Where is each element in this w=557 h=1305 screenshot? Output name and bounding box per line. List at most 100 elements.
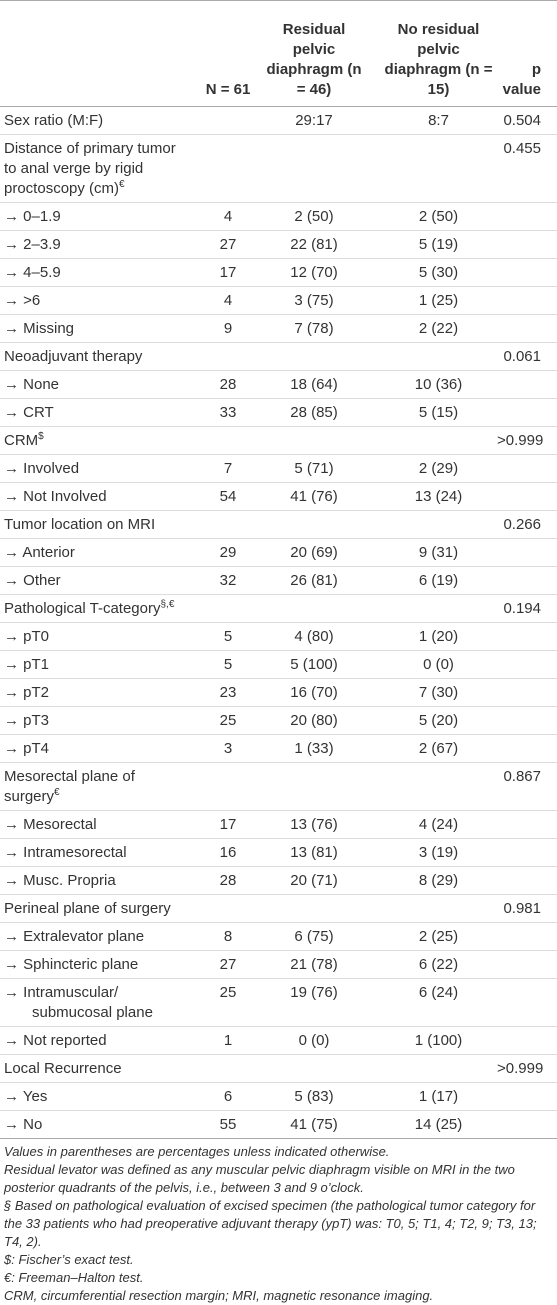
- cell-p: [497, 922, 557, 951]
- row-label: → >6: [0, 286, 190, 315]
- header-cell: p value: [497, 0, 557, 107]
- table-row: → pT4 3 1 (33) 2 (67): [0, 734, 557, 763]
- cell-no-residual: [362, 1054, 497, 1083]
- cell-residual: [266, 1054, 362, 1083]
- table-row: → Not reported 1 0 (0) 1 (100): [0, 1026, 557, 1055]
- table-row: → Not Involved 54 41 (76) 13 (24): [0, 482, 557, 511]
- cell-n: 28: [190, 866, 266, 895]
- cell-no-residual: [362, 426, 497, 455]
- cell-n: 25: [190, 706, 266, 735]
- row-label: → Not reported: [0, 1026, 190, 1055]
- label-text: → pT2: [4, 683, 50, 701]
- cell-residual: 29:17: [266, 106, 362, 135]
- cell-no-residual: 8:7: [362, 106, 497, 135]
- label-text: → Involved: [4, 459, 80, 477]
- cell-p: [497, 650, 557, 679]
- footnote: Values in parentheses are percentages un…: [4, 1144, 390, 1159]
- table-row: CRM$ >0.999: [0, 426, 557, 455]
- cell-residual: [266, 762, 362, 811]
- cell-residual: 13 (76): [266, 810, 362, 839]
- cell-n: [190, 426, 266, 455]
- cell-residual: 0 (0): [266, 1026, 362, 1055]
- row-label: → Anterior: [0, 538, 190, 567]
- cell-p: [497, 622, 557, 651]
- cell-no-residual: 9 (31): [362, 538, 497, 567]
- header-cell: N = 61: [190, 0, 266, 107]
- table-row: Neoadjuvant therapy 0.061: [0, 342, 557, 371]
- cell-no-residual: 8 (29): [362, 866, 497, 895]
- cell-n: 5: [190, 650, 266, 679]
- cell-residual: 5 (83): [266, 1082, 362, 1111]
- table-row: → 2–3.9 27 22 (81) 5 (19): [0, 230, 557, 259]
- cell-p: 0.061: [497, 342, 557, 371]
- table-row: → Other 32 26 (81) 6 (19): [0, 566, 557, 595]
- cell-n: 3: [190, 734, 266, 763]
- cell-no-residual: 2 (25): [362, 922, 497, 951]
- row-label: Tumor location on MRI: [0, 510, 190, 539]
- label-superscript: $: [38, 430, 44, 442]
- cell-p: [497, 838, 557, 867]
- cell-no-residual: 5 (19): [362, 230, 497, 259]
- cell-p: [497, 314, 557, 343]
- label-text: → 2–3.9: [4, 235, 61, 253]
- cell-n: 1: [190, 1026, 266, 1055]
- table-row: → 0–1.9 4 2 (50) 2 (50): [0, 202, 557, 231]
- row-label: Sex ratio (M:F): [0, 106, 190, 135]
- header-cell: Residual pelvic diaphragm (n = 46): [266, 0, 362, 107]
- label-text: → 4–5.9: [4, 263, 61, 281]
- cell-n: 33: [190, 398, 266, 427]
- cell-residual: 5 (71): [266, 454, 362, 483]
- cell-n: [190, 1054, 266, 1083]
- label-text: → Not Involved: [4, 487, 107, 505]
- cell-n: 7: [190, 454, 266, 483]
- cell-p: [497, 866, 557, 895]
- label-text: → Musc. Propria: [4, 871, 116, 889]
- table-row: → Missing 9 7 (78) 2 (22): [0, 314, 557, 343]
- table-row: → No 55 41 (75) 14 (25): [0, 1110, 557, 1139]
- cell-residual: 20 (80): [266, 706, 362, 735]
- table-row: Distance of primary tumor to anal verge …: [0, 134, 557, 203]
- cell-no-residual: 7 (30): [362, 678, 497, 707]
- row-label: Distance of primary tumor to anal verge …: [0, 134, 190, 203]
- table-row: Pathological T-category§,€ 0.194: [0, 594, 557, 623]
- table-row: → 4–5.9 17 12 (70) 5 (30): [0, 258, 557, 287]
- cell-p: [497, 678, 557, 707]
- cell-p: [497, 1082, 557, 1111]
- cell-no-residual: 3 (19): [362, 838, 497, 867]
- label-superscript: €: [54, 786, 60, 798]
- cell-no-residual: 2 (50): [362, 202, 497, 231]
- row-label: → Sphincteric plane: [0, 950, 190, 979]
- row-label: → pT2: [0, 678, 190, 707]
- label-text: → Yes: [4, 1087, 48, 1105]
- cell-residual: 22 (81): [266, 230, 362, 259]
- table-row: → Mesorectal 17 13 (76) 4 (24): [0, 810, 557, 839]
- cell-no-residual: 5 (30): [362, 258, 497, 287]
- label-text: → Mesorectal: [4, 815, 97, 833]
- cell-no-residual: 1 (20): [362, 622, 497, 651]
- cell-residual: 20 (69): [266, 538, 362, 567]
- cell-n: 17: [190, 258, 266, 287]
- table-row: → pT2 23 16 (70) 7 (30): [0, 678, 557, 707]
- cell-residual: 41 (75): [266, 1110, 362, 1139]
- cell-p: 0.266: [497, 510, 557, 539]
- label-text: → pT4: [4, 739, 50, 757]
- cell-p: >0.999: [497, 426, 557, 455]
- cell-no-residual: 4 (24): [362, 810, 497, 839]
- cell-n: 27: [190, 230, 266, 259]
- footnote: Residual levator was defined as any musc…: [4, 1162, 515, 1195]
- cell-residual: [266, 510, 362, 539]
- cell-n: [190, 894, 266, 923]
- cell-n: 25: [190, 978, 266, 1027]
- cell-p: [497, 1026, 557, 1055]
- cell-n: [190, 134, 266, 203]
- cell-n: [190, 342, 266, 371]
- label-text: → None: [4, 375, 60, 393]
- label-text: → No: [4, 1115, 43, 1133]
- row-label: → Yes: [0, 1082, 190, 1111]
- table-row: → Anterior 29 20 (69) 9 (31): [0, 538, 557, 567]
- row-label: → CRT: [0, 398, 190, 427]
- table-row: → Intramuscular/ submucosal plane 25 19 (7…: [0, 978, 557, 1027]
- label-text: → Anterior: [4, 543, 75, 561]
- row-label: CRM$: [0, 426, 190, 455]
- cell-p: [497, 286, 557, 315]
